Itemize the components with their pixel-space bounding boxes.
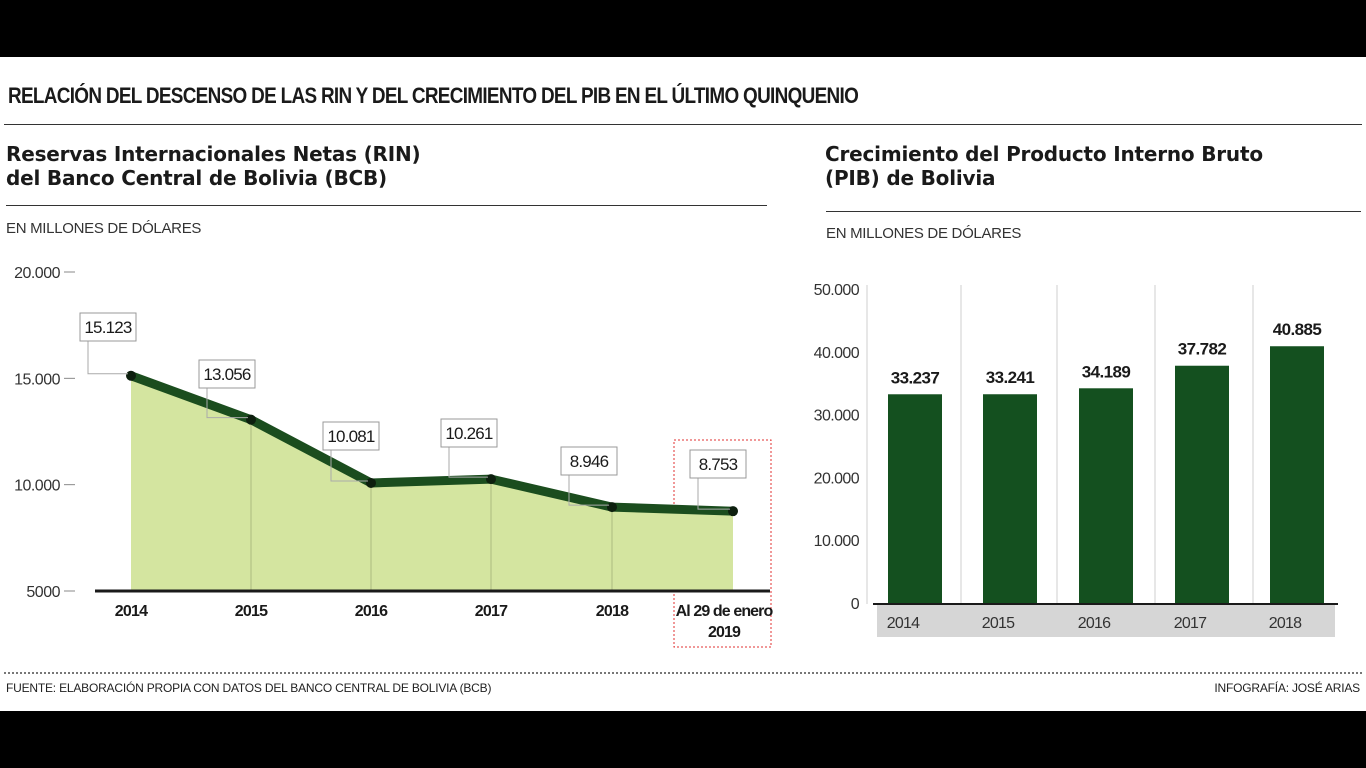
rin-value-box [79,312,137,342]
rin-leader-line [87,341,128,375]
rin-unit-label: EN MILLONES DE DÓLARES [6,220,202,237]
rin-value-box [198,359,256,389]
pib-x-tick-label: 2014 [887,615,920,632]
rin-value-label: 10.081 [327,427,375,446]
rin-point [126,370,136,381]
pib-bar [888,394,942,603]
rin-value-box [560,446,618,476]
rin-value-box [689,449,747,479]
rin-point [246,414,256,425]
rin-value-label: 10.261 [445,424,493,443]
pib-bar [1270,346,1324,603]
rin-y-tick-label: 20.000 [14,265,61,282]
rin-title-line2: del Banco Central de Bolivia (BCB) [6,166,387,190]
pib-chart-title: Crecimiento del Producto Interno Bruto (… [825,142,1263,190]
rin-point [366,477,376,488]
pib-bar [1079,388,1133,603]
pib-title-line2: (PIB) de Bolivia [825,166,996,190]
rin-value-label: 13.056 [203,365,251,384]
rin-y-tick-label: 10.000 [14,478,61,495]
pib-bar [1175,365,1229,603]
rin-y-tick-label: 5000 [26,584,60,601]
pib-value-label: 40.885 [1273,320,1322,339]
rin-line [126,371,738,516]
rin-leader-line [568,475,609,506]
pib-y-tick-label: 40.000 [814,345,860,362]
rin-point [728,506,738,517]
title-rule [4,124,1362,125]
rin-leader-line [448,447,488,478]
rin-title-line1: Reservas Internacionales Netas (RIN) [6,142,421,166]
rin-x-tick-label: 2018 [596,603,629,620]
pib-bar [983,394,1037,603]
pib-y-tick-label: 10.000 [814,533,860,550]
rin-y-tick-label: 15.000 [14,371,61,388]
pib-value-label: 33.241 [986,368,1035,387]
rin-point [607,502,617,513]
pib-x-tick-label: 2017 [1174,615,1207,632]
pib-y-tick-label: 20.000 [814,470,860,487]
pib-unit-label: EN MILLONES DE DÓLARES [826,225,1022,242]
pib-y-tick-label: 0 [851,596,860,613]
pib-title-line1: Crecimiento del Producto Interno Bruto [825,142,1263,166]
pib-value-label: 34.189 [1082,362,1131,381]
rin-leader-line [697,478,730,510]
source-note: FUENTE: ELABORACIÓN PROPIA CON DATOS DEL… [6,681,492,695]
footer-divider [4,672,1362,674]
rin-leader-line [330,450,368,482]
rin-x-tick-label: 2015 [235,603,268,620]
rin-value-label: 8.753 [699,455,738,474]
pib-x-tick-label: 2018 [1269,615,1302,632]
rin-x-tick-label: 2017 [475,603,508,620]
rin-chart-title: Reservas Internacionales Netas (RIN) del… [6,142,421,190]
pib-y-tick-label: 50.000 [814,282,860,299]
pib-x-tick-label: 2015 [982,615,1015,632]
pib-value-label: 37.782 [1178,340,1227,359]
rin-value-box [322,421,380,451]
rin-x-tick-label: 2016 [355,603,388,620]
rin-title-rule [6,205,767,206]
rin-x-tick-label: Al 29 de enero [676,603,774,620]
pib-x-band [877,604,1335,637]
rin-x-tick-label: 2014 [115,603,148,620]
pib-value-label: 33.237 [891,368,940,387]
pib-x-tick-label: 2016 [1078,615,1111,632]
rin-leader-line [206,388,248,419]
rin-value-label: 8.946 [570,452,609,471]
rin-value-label: 15.123 [84,318,132,337]
main-title: RELACIÓN DEL DESCENSO DE LAS RIN Y DEL C… [8,83,859,108]
pib-title-rule [826,211,1361,212]
credit-note: INFOGRAFÍA: JOSÉ ARIAS [1214,681,1360,695]
rin-point [486,474,496,485]
pib-y-tick-label: 30.000 [814,408,860,425]
rin-x-tick-label: 2019 [708,624,741,641]
rin-value-box [440,418,498,448]
